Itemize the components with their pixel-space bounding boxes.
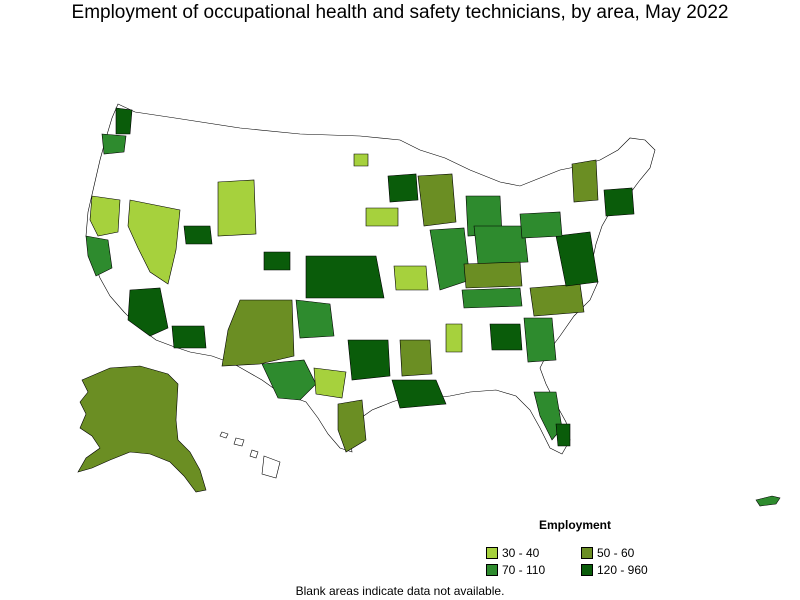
legend-label: 30 - 40 xyxy=(502,546,540,560)
puerto-rico-outline xyxy=(755,495,781,507)
region-wyoming xyxy=(217,179,257,237)
region-c-texas xyxy=(313,367,347,399)
map-title: Employment of occupational health and sa… xyxy=(71,2,729,23)
region-ohio xyxy=(473,225,529,265)
legend-swatch xyxy=(581,564,593,576)
region-new-england xyxy=(603,187,635,217)
region-mississippi xyxy=(399,339,433,377)
alaska-outline xyxy=(77,365,207,493)
region-oklahoma xyxy=(295,299,335,339)
legend-item-120-960: 120 - 960 xyxy=(581,563,676,577)
region-north-dakota xyxy=(353,153,369,167)
legend-label: 70 - 110 xyxy=(502,563,546,577)
region-tennessee xyxy=(461,287,523,309)
region-new-mexico xyxy=(221,299,295,367)
legend-swatch xyxy=(486,564,498,576)
region-georgia xyxy=(523,317,557,363)
legend-item-50-60: 50 - 60 xyxy=(581,546,676,560)
region-carolinas xyxy=(529,283,585,317)
region-puget-sound xyxy=(115,107,133,135)
region-minnesota xyxy=(387,173,419,203)
region-oregon xyxy=(101,133,127,155)
legend-label: 120 - 960 xyxy=(597,563,648,577)
legend-title: Employment xyxy=(538,518,611,532)
legend-item-70-110: 70 - 110 xyxy=(486,563,581,577)
region-w-texas xyxy=(261,359,317,401)
footnote: Blank areas indicate data not available. xyxy=(295,584,505,598)
region-ca-coast xyxy=(85,235,113,277)
hawaii-islands xyxy=(219,431,281,479)
region-utah xyxy=(183,225,213,245)
region-texas-gulf xyxy=(337,399,367,453)
region-arizona xyxy=(127,287,169,337)
legend-label: 50 - 60 xyxy=(597,546,635,560)
legend-item-30-40: 30 - 40 xyxy=(486,546,581,560)
region-arizona-s xyxy=(171,325,207,349)
region-louisiana xyxy=(391,379,447,409)
region-e-texas xyxy=(347,339,391,381)
legend-swatch xyxy=(581,547,593,559)
region-florida-se xyxy=(555,423,571,447)
region-n-california xyxy=(89,195,121,237)
region-missouri xyxy=(393,265,429,291)
region-iowa xyxy=(365,207,399,227)
map-legend: Employment 30 - 40 50 - 60 70 - 110 120 … xyxy=(486,518,676,577)
region-colorado xyxy=(263,251,291,271)
region-new-york xyxy=(571,159,599,203)
region-wisconsin xyxy=(417,173,457,227)
region-kansas xyxy=(305,255,385,299)
region-arkansas xyxy=(445,323,463,353)
region-pennsylvania xyxy=(519,211,563,239)
region-mid-atlantic xyxy=(555,231,599,287)
legend-swatch xyxy=(486,547,498,559)
region-kentucky xyxy=(463,261,523,289)
region-alabama xyxy=(489,323,523,351)
region-nevada xyxy=(127,199,181,285)
